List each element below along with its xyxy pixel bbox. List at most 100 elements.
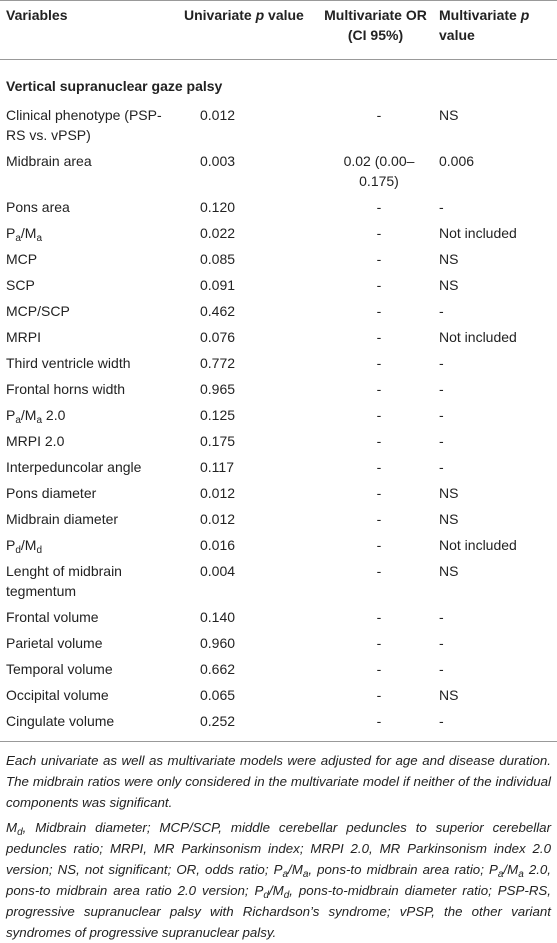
footnotes: Each univariate as well as multivariate … bbox=[0, 742, 557, 943]
table-row: Third ventricle width 0.772 - - bbox=[0, 350, 557, 376]
table-cell: Pa/Ma 2.0 bbox=[0, 402, 178, 428]
cell-text: MCP bbox=[6, 251, 38, 267]
text-run: /M bbox=[20, 407, 37, 423]
footnote: Each univariate as well as multivariate … bbox=[6, 753, 551, 810]
table-cell: - bbox=[318, 402, 433, 428]
cell-text: Pons area bbox=[6, 199, 70, 215]
table-cell: NS bbox=[433, 506, 557, 532]
table-cell: 0.085 bbox=[178, 246, 318, 272]
table-cell: Parietal volume bbox=[0, 630, 178, 656]
table-cell: 0.960 bbox=[178, 630, 318, 656]
cell-text: Pons diameter bbox=[6, 485, 97, 501]
text-run: , Midbrain diameter; MCP/SCP, middle cer… bbox=[6, 820, 551, 877]
cell-text: - bbox=[439, 433, 444, 449]
cell-text: Lenght of midbrain tegmentum bbox=[6, 563, 122, 599]
table-cell: - bbox=[433, 428, 557, 454]
table-row: Lenght of midbrain tegmentum 0.004 - NS bbox=[0, 558, 557, 604]
text-run: P bbox=[6, 225, 16, 241]
cell-text: - bbox=[439, 635, 444, 651]
subscript: a bbox=[518, 869, 524, 880]
table-cell: SCP bbox=[0, 272, 178, 298]
cell-text: Pa/Ma bbox=[6, 223, 171, 244]
table-cell: 0.004 bbox=[178, 558, 318, 604]
cell-text: Pd/Md bbox=[6, 535, 171, 556]
table-cell: 0.140 bbox=[178, 604, 318, 630]
cell-text: Not included bbox=[439, 537, 517, 553]
cell-text: Third ventricle width bbox=[6, 355, 131, 371]
cell-text: - bbox=[376, 303, 382, 319]
text-run: value bbox=[439, 27, 475, 43]
table-cell: NS bbox=[433, 272, 557, 298]
section-row: Vertical supranuclear gaze palsy bbox=[0, 60, 557, 103]
cell-text: 0.012 bbox=[200, 485, 236, 501]
cell-text: - bbox=[439, 459, 444, 475]
table-cell: - bbox=[318, 708, 433, 742]
cell-text: - bbox=[376, 713, 382, 729]
table-cell: Lenght of midbrain tegmentum bbox=[0, 558, 178, 604]
table-cell: MCP/SCP bbox=[0, 298, 178, 324]
header-cell: Multivariate p value bbox=[433, 1, 557, 60]
table-cell: 0.065 bbox=[178, 682, 318, 708]
cell-text: 0.012 bbox=[200, 107, 236, 123]
table-cell: Interpeduncolar angle bbox=[0, 454, 178, 480]
table-cell: - bbox=[318, 246, 433, 272]
text-run: P bbox=[6, 407, 16, 423]
text-run: /M bbox=[20, 225, 37, 241]
cell-text: Midbrain area bbox=[6, 153, 92, 169]
table-cell: Pons area bbox=[0, 194, 178, 220]
cell-text: Clinical phenotype (PSP-RS vs. vPSP) bbox=[6, 107, 162, 143]
table-cell: - bbox=[318, 506, 433, 532]
table-cell: 0.006 bbox=[433, 148, 557, 194]
cell-text: - bbox=[439, 355, 444, 371]
cell-text: - bbox=[439, 381, 444, 397]
subscript: a bbox=[497, 869, 504, 880]
text-run: , pons-to-midbrain diameter ratio; PSP-R… bbox=[6, 883, 551, 940]
cell-text: Pa/Ma 2.0 bbox=[6, 405, 171, 426]
cell-text: - bbox=[376, 687, 382, 703]
table-cell: - bbox=[318, 630, 433, 656]
table-cell: 0.012 bbox=[178, 102, 318, 148]
table-cell: - bbox=[318, 558, 433, 604]
cell-text: 0.462 bbox=[200, 303, 236, 319]
cell-text: 0.091 bbox=[200, 277, 236, 293]
table-cell: Occipital volume bbox=[0, 682, 178, 708]
table-cell: 0.02 (0.00–0.175) bbox=[318, 148, 433, 194]
table-row: Pa/Ma 0.022 - Not included bbox=[0, 220, 557, 246]
cell-text: MRPI bbox=[6, 329, 41, 345]
cell-text: Midbrain diameter bbox=[6, 511, 119, 527]
cell-text: - bbox=[376, 329, 382, 345]
cell-text: Not included bbox=[439, 329, 517, 345]
footnote: Md, Midbrain diameter; MCP/SCP, middle c… bbox=[6, 817, 551, 943]
table-cell: 0.175 bbox=[178, 428, 318, 454]
cell-text: Frontal horns width bbox=[6, 381, 126, 397]
cell-text: 0.022 bbox=[200, 225, 236, 241]
table-cell: 0.016 bbox=[178, 532, 318, 558]
table-cell: MRPI 2.0 bbox=[0, 428, 178, 454]
cell-text: 0.125 bbox=[200, 407, 236, 423]
table-cell: Not included bbox=[433, 324, 557, 350]
table-cell: 0.117 bbox=[178, 454, 318, 480]
cell-text: 0.252 bbox=[200, 713, 236, 729]
cell-text: 0.662 bbox=[200, 661, 236, 677]
table-row: Occipital volume 0.065 - NS bbox=[0, 682, 557, 708]
table-cell: - bbox=[318, 220, 433, 246]
table-cell: 0.662 bbox=[178, 656, 318, 682]
table-row: Pa/Ma 2.0 0.125 - - bbox=[0, 402, 557, 428]
text-run: Multivariate bbox=[439, 7, 521, 23]
table-row: Midbrain diameter 0.012 - NS bbox=[0, 506, 557, 532]
cell-text: 0.120 bbox=[200, 199, 236, 215]
table-cell: - bbox=[433, 708, 557, 742]
cell-text: NS bbox=[439, 485, 459, 501]
cell-text: - bbox=[376, 563, 382, 579]
cell-text: - bbox=[439, 713, 444, 729]
cell-text: - bbox=[376, 537, 382, 553]
table-cell: Midbrain area bbox=[0, 148, 178, 194]
cell-text: - bbox=[376, 277, 382, 293]
subscript: a bbox=[15, 415, 21, 426]
table-cell: MCP bbox=[0, 246, 178, 272]
subscript: d bbox=[36, 545, 43, 556]
table-row: Temporal volume 0.662 - - bbox=[0, 656, 557, 682]
cell-text: - bbox=[376, 107, 382, 123]
table-row: Interpeduncolar angle 0.117 - - bbox=[0, 454, 557, 480]
